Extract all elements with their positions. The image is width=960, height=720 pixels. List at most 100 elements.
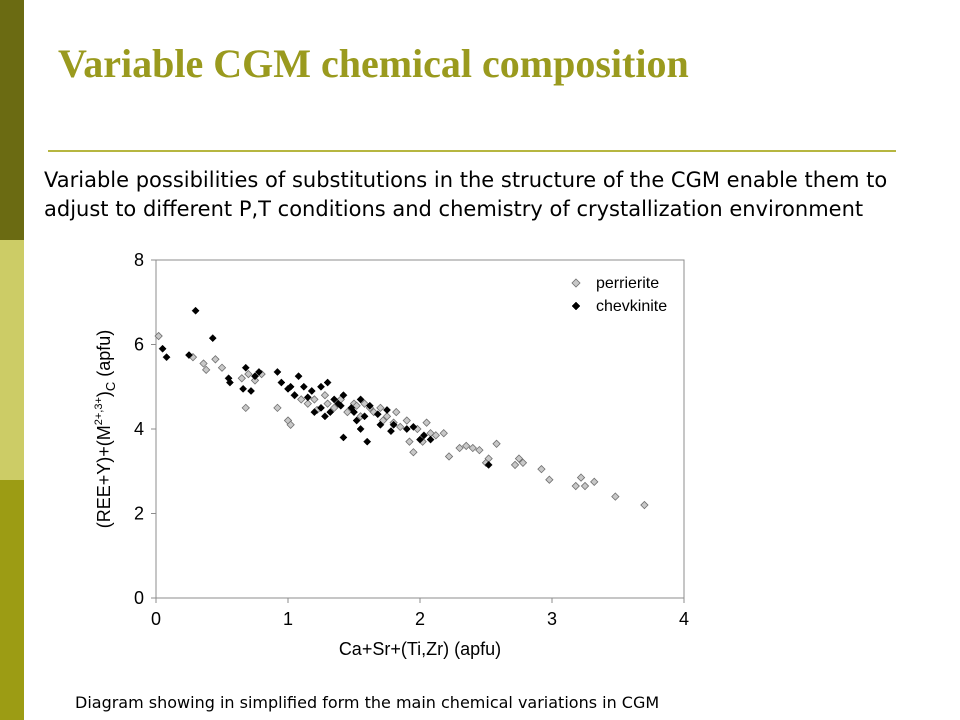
chevkinite-point (294, 372, 303, 381)
perrierite-point (310, 395, 319, 404)
perrierite-point (330, 403, 339, 413)
chevkinite-point (373, 410, 382, 419)
perrierite-point (320, 391, 330, 400)
perrierite-point (545, 475, 554, 484)
chevkinite-point (307, 387, 316, 395)
title-divider (48, 150, 896, 152)
chevkinite-point (339, 433, 348, 442)
slide-title: Variable CGM chemical composition (58, 41, 689, 86)
chevkinite-point (420, 431, 428, 440)
chevkinite-point (352, 416, 361, 425)
chevkinite-point (162, 353, 171, 362)
x-axis-label: Ca+Sr+(Ti,Zr) (apfu) (339, 639, 501, 659)
perrierite-point (576, 473, 586, 482)
perrierite-point (455, 443, 464, 453)
x-tick-label: 4 (679, 609, 689, 629)
perrierite-point (510, 460, 520, 470)
perrierite-point (244, 369, 253, 379)
x-tick-label: 1 (283, 609, 293, 629)
perrierite-point (518, 458, 528, 467)
y-tick-label: 8 (134, 250, 144, 270)
legend-label-chevkinite: chevkinite (596, 298, 667, 315)
perrierite-point (396, 422, 405, 432)
chevkinite-point (356, 425, 365, 433)
chevkinite-point (326, 408, 335, 417)
chevkinite-point (350, 408, 358, 417)
chart-caption: Diagram showing in simplified form the m… (75, 693, 660, 712)
perrierite-point (590, 477, 599, 486)
x-tick-label: 2 (415, 609, 425, 629)
perrierite-point (250, 376, 260, 385)
chevkinite-point (484, 460, 493, 469)
perrierite-point (439, 429, 448, 438)
chevkinite-point (303, 393, 312, 402)
y-axis-label-main: (REE+Y)+(M (94, 425, 114, 528)
perrierite-point (297, 395, 306, 404)
chevkinite-point (339, 391, 348, 400)
perrierite-point (611, 492, 620, 501)
perrierite-point (409, 448, 418, 457)
x-tick-label: 0 (151, 609, 161, 629)
perrierite-point (468, 443, 477, 453)
perrierite-point (376, 403, 385, 413)
perrierite-point (217, 363, 227, 372)
perrierite-point (431, 431, 441, 440)
chevkinite-point (330, 395, 339, 404)
legend-label-perrierite: perrierite (596, 275, 659, 292)
perrierite-point (640, 500, 649, 510)
y-axis-label-sub: C (103, 382, 118, 391)
perrierite-point (273, 403, 282, 413)
y-axis-label-sup: 2+,3+ (93, 397, 105, 425)
perrierite-point (286, 420, 295, 429)
chevkinite-point (387, 427, 395, 436)
y-axis-label-tail: (apfu) (94, 330, 114, 382)
y-axis-label-close: ) (94, 391, 114, 397)
perrierite-point (405, 437, 414, 446)
chevkinite-point (239, 384, 248, 393)
chevkinite-point (247, 387, 255, 395)
chevkinite-point (286, 382, 295, 391)
x-tick-label: 3 (547, 609, 557, 629)
chevkinite-point (310, 408, 319, 417)
perrierite-point (571, 481, 580, 491)
perrierite-point (514, 454, 524, 463)
chevkinite-point (158, 344, 167, 353)
chevkinite-point (363, 437, 372, 446)
perrierite-point (201, 365, 211, 375)
chevkinite-point (225, 378, 234, 387)
perrierite-point (382, 412, 392, 421)
chevkinite-point (365, 401, 374, 410)
perrierite-point (402, 416, 411, 425)
chevkinite-point (277, 378, 286, 387)
perrierite-point (211, 355, 220, 364)
y-tick-label: 0 (134, 588, 144, 608)
chevkinite-point (426, 435, 435, 444)
legend-marker-chevkinite (571, 301, 581, 311)
perrierite-point (444, 452, 454, 461)
chevkinite-point (409, 422, 418, 431)
perrierite-point (154, 331, 163, 341)
y-tick-label: 2 (134, 504, 144, 524)
perrierite-point (343, 407, 352, 417)
chevkinite-point (317, 382, 325, 391)
y-axis-label: (REE+Y)+(M2+,3+)C (apfu) (93, 330, 118, 529)
chevkinite-point (321, 412, 329, 421)
chevkinite-point (273, 368, 282, 376)
perrierite-point (237, 374, 246, 383)
chevkinite-point (383, 406, 391, 414)
chevkinite-point (389, 420, 398, 429)
y-tick-label: 4 (134, 419, 144, 439)
legend-marker-perrierite (571, 278, 581, 288)
sidebar-block-mid (0, 480, 24, 720)
chevkinite-point (336, 401, 345, 410)
chevkinite-point (299, 382, 308, 391)
perrierite-point (475, 445, 484, 455)
perrierite-point (462, 441, 471, 451)
slide-body-text: Variable possibilities of substitutions … (44, 168, 888, 221)
chevkinite-point (323, 378, 332, 387)
chevkinite-point (360, 412, 369, 421)
perrierite-point (422, 418, 431, 427)
chevkinite-point (290, 391, 299, 400)
chevkinite-point (191, 306, 200, 315)
